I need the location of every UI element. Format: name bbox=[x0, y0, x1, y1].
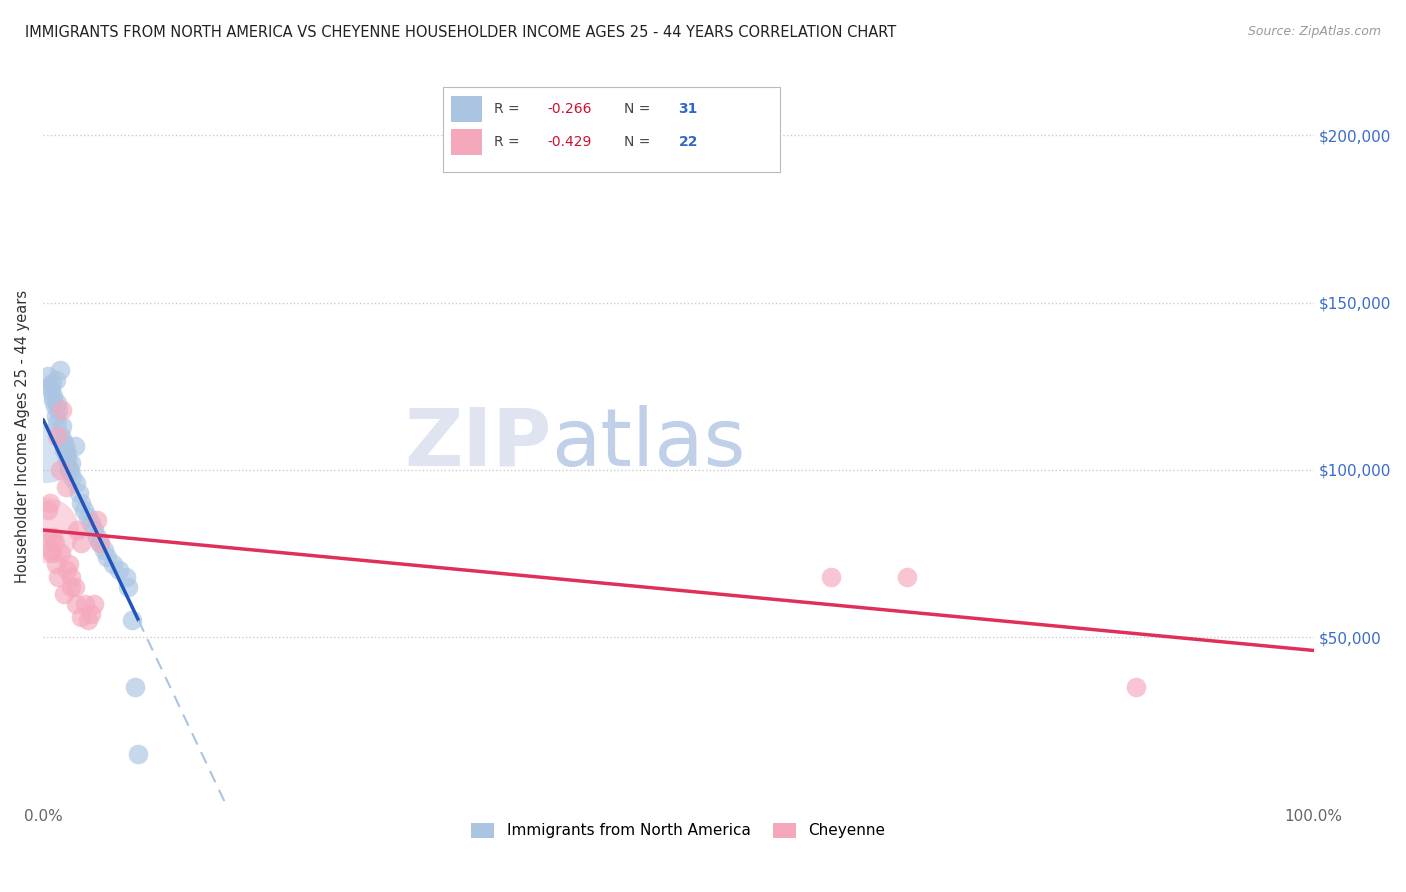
Point bbox=[46, 416, 69, 430]
Point bbox=[63, 580, 86, 594]
Point bbox=[121, 613, 143, 627]
Point bbox=[70, 536, 93, 550]
Point bbox=[48, 402, 70, 417]
Point bbox=[117, 580, 139, 594]
FancyBboxPatch shape bbox=[451, 128, 481, 155]
Text: R =: R = bbox=[495, 135, 524, 149]
Point bbox=[42, 392, 65, 407]
Point bbox=[96, 549, 118, 564]
Text: 22: 22 bbox=[679, 135, 697, 149]
Point bbox=[35, 530, 58, 544]
Point bbox=[39, 543, 62, 558]
Point bbox=[86, 530, 108, 544]
Point bbox=[76, 613, 98, 627]
Text: -0.429: -0.429 bbox=[547, 135, 592, 149]
Point bbox=[60, 570, 83, 584]
Point bbox=[80, 607, 103, 621]
Point bbox=[56, 563, 79, 577]
Point bbox=[49, 429, 72, 443]
Text: atlas: atlas bbox=[551, 405, 745, 483]
Point bbox=[48, 570, 70, 584]
Point bbox=[75, 597, 97, 611]
Point bbox=[114, 570, 136, 584]
Point bbox=[83, 597, 105, 611]
Point bbox=[51, 402, 73, 417]
Point bbox=[73, 503, 96, 517]
Point bbox=[124, 680, 146, 694]
Point bbox=[35, 523, 58, 537]
Point bbox=[58, 557, 80, 571]
Point bbox=[58, 463, 80, 477]
Point bbox=[89, 536, 111, 550]
Point bbox=[70, 496, 93, 510]
Point bbox=[70, 610, 93, 624]
Point bbox=[48, 463, 70, 477]
Point bbox=[42, 530, 65, 544]
Point bbox=[101, 557, 124, 571]
Point bbox=[51, 419, 73, 434]
Point bbox=[38, 496, 60, 510]
Point bbox=[65, 597, 87, 611]
Text: R =: R = bbox=[495, 102, 524, 116]
Point bbox=[66, 523, 89, 537]
Point bbox=[127, 747, 149, 761]
Point bbox=[93, 543, 115, 558]
Point bbox=[39, 383, 62, 397]
Text: Source: ZipAtlas.com: Source: ZipAtlas.com bbox=[1247, 25, 1381, 38]
Point bbox=[46, 396, 69, 410]
Point bbox=[83, 523, 105, 537]
Point bbox=[45, 373, 67, 387]
Point bbox=[80, 516, 103, 531]
Point bbox=[60, 580, 83, 594]
Point bbox=[56, 453, 79, 467]
Point bbox=[41, 376, 63, 390]
Point bbox=[62, 469, 84, 483]
Point bbox=[46, 429, 69, 443]
Text: N =: N = bbox=[624, 135, 655, 149]
Point bbox=[63, 440, 86, 454]
Point bbox=[48, 362, 70, 376]
Point bbox=[76, 509, 98, 524]
Point bbox=[59, 463, 82, 477]
Point bbox=[65, 476, 87, 491]
Text: N =: N = bbox=[624, 102, 655, 116]
Point bbox=[55, 479, 77, 493]
Text: 31: 31 bbox=[679, 102, 697, 116]
Point bbox=[37, 369, 59, 384]
Point bbox=[45, 557, 67, 571]
Point bbox=[38, 379, 60, 393]
Point bbox=[45, 409, 67, 424]
Point bbox=[55, 446, 77, 460]
Point bbox=[1125, 680, 1147, 694]
Point bbox=[35, 446, 58, 460]
Text: -0.266: -0.266 bbox=[547, 102, 592, 116]
Point bbox=[42, 389, 65, 403]
Point bbox=[896, 570, 918, 584]
Point bbox=[44, 536, 66, 550]
Point bbox=[86, 513, 108, 527]
Point bbox=[44, 400, 66, 414]
Point bbox=[49, 546, 72, 560]
Point bbox=[67, 486, 90, 500]
Point bbox=[52, 442, 75, 457]
Point bbox=[60, 456, 83, 470]
Point bbox=[108, 563, 131, 577]
Text: ZIP: ZIP bbox=[404, 405, 551, 483]
Point bbox=[89, 536, 111, 550]
Point bbox=[52, 436, 75, 450]
Point bbox=[41, 546, 63, 560]
Point bbox=[52, 586, 75, 600]
Y-axis label: Householder Income Ages 25 - 44 years: Householder Income Ages 25 - 44 years bbox=[15, 290, 30, 583]
FancyBboxPatch shape bbox=[451, 95, 481, 122]
Text: IMMIGRANTS FROM NORTH AMERICA VS CHEYENNE HOUSEHOLDER INCOME AGES 25 - 44 YEARS : IMMIGRANTS FROM NORTH AMERICA VS CHEYENN… bbox=[25, 25, 897, 40]
Legend: Immigrants from North America, Cheyenne: Immigrants from North America, Cheyenne bbox=[465, 817, 891, 845]
FancyBboxPatch shape bbox=[443, 87, 780, 171]
Point bbox=[820, 570, 842, 584]
Point bbox=[37, 503, 59, 517]
